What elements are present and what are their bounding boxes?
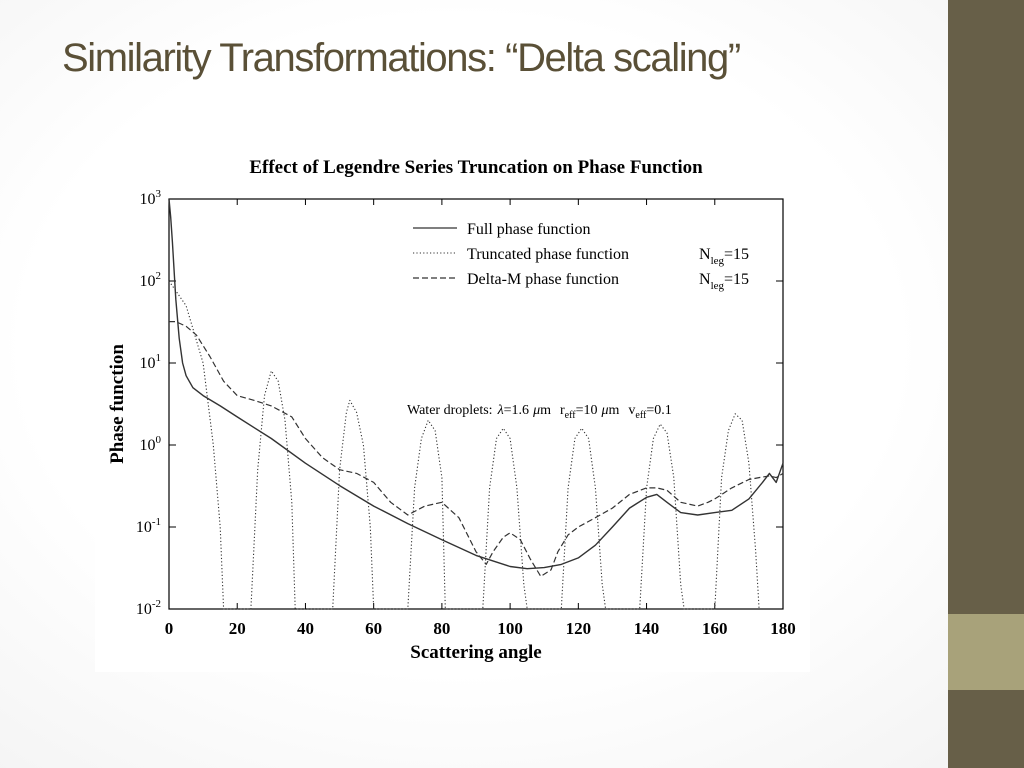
annotation-mu-1: μ <box>532 403 540 418</box>
y-tick-label: 101 <box>140 352 162 372</box>
y-tick-label: 10-1 <box>136 516 161 536</box>
slide-title: Similarity Transformations: “Delta scali… <box>62 36 741 80</box>
legend-truncated-val: =15 <box>724 246 749 263</box>
phase-function-chart: Effect of Legendre Series Truncation on … <box>107 157 796 663</box>
x-tick-label: 180 <box>770 619 796 638</box>
legend-nleg-deltam: Nleg=15 <box>699 271 749 292</box>
sidebar-accent-block <box>948 614 1024 690</box>
legend: Full phase function Truncated phase func… <box>413 221 749 292</box>
x-tick-label: 20 <box>229 619 246 638</box>
y-tick-label: 102 <box>140 270 162 290</box>
annotation-v: v <box>628 403 635 418</box>
x-tick-label: 0 <box>165 619 174 638</box>
legend-truncated-sub: leg <box>711 255 725 267</box>
x-tick-label: 140 <box>634 619 660 638</box>
legend-label-full: Full phase function <box>467 221 591 238</box>
annotation-r-sub: eff <box>565 410 577 421</box>
series-layer <box>168 198 784 610</box>
series-delta-m-phase-function <box>169 321 784 577</box>
annotation-unit-2: m <box>609 403 620 418</box>
water-droplets-annotation: Water droplets: λ=1.6 μm reff=10 μm veff=0.1 <box>407 403 672 421</box>
x-axis-label: Scattering angle <box>410 642 541 663</box>
y-tick-label: 10-2 <box>136 598 161 618</box>
y-tick-label: 100 <box>140 434 162 454</box>
y-axis-label: Phase function <box>107 344 128 464</box>
y-tick-label: 103 <box>140 188 162 208</box>
chart-panel <box>95 150 810 672</box>
plot-area <box>168 198 784 610</box>
legend-nleg-truncated: Nleg=15 <box>699 246 749 267</box>
x-tick-label: 160 <box>702 619 728 638</box>
x-axis: 0 20 40 60 80 100 120 140 160 180 <box>165 199 796 638</box>
annotation-mu-2: μ <box>600 403 608 418</box>
series-truncated-phase-function <box>168 280 760 610</box>
annotation-r: r <box>560 403 565 418</box>
legend-deltam-name: Delta-M phase function <box>467 271 619 288</box>
x-tick-label: 40 <box>297 619 314 638</box>
annotation-lambda: λ <box>497 403 504 418</box>
legend-label-truncated: Truncated phase function <box>467 246 629 263</box>
plot-frame <box>168 198 784 610</box>
legend-label-deltam: Delta-M phase function <box>467 271 619 288</box>
series-full-phase-function <box>168 198 784 570</box>
x-tick-label: 80 <box>433 619 450 638</box>
x-tick-label: 120 <box>566 619 592 638</box>
legend-deltam-val: =15 <box>724 271 749 288</box>
annotation-r-val: =10 <box>576 403 598 418</box>
x-tick-label: 100 <box>497 619 522 638</box>
annotation-v-sub: eff <box>635 410 647 421</box>
chart-title: Effect of Legendre Series Truncation on … <box>249 157 703 178</box>
legend-truncated-name: Truncated phase function <box>467 246 629 263</box>
annotation-prefix: Water droplets: <box>407 403 493 418</box>
y-axis: 10-2 10-1 100 101 102 103 <box>136 188 783 618</box>
legend-deltam-sub: leg <box>711 280 725 292</box>
annotation-lambda-val: =1.6 <box>504 403 529 418</box>
legend-truncated-n: N <box>699 246 711 263</box>
annotation-unit-1: m <box>540 403 551 418</box>
legend-deltam-n: N <box>699 271 711 288</box>
annotation-v-val: =0.1 <box>646 403 671 418</box>
x-tick-label: 60 <box>365 619 382 638</box>
